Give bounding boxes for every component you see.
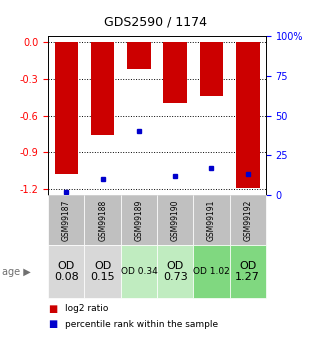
Text: OD 0.34: OD 0.34 — [121, 267, 157, 276]
Text: OD
0.08: OD 0.08 — [54, 261, 79, 283]
Text: OD
1.27: OD 1.27 — [235, 261, 260, 283]
Bar — [236, 42, 260, 188]
Bar — [54, 42, 78, 174]
Text: OD 1.02: OD 1.02 — [193, 267, 230, 276]
Text: OD
0.15: OD 0.15 — [90, 261, 115, 283]
Bar — [200, 42, 223, 96]
Text: percentile rank within the sample: percentile rank within the sample — [65, 320, 218, 329]
Text: ■: ■ — [48, 319, 58, 329]
Text: GSM99188: GSM99188 — [98, 199, 107, 240]
Text: OD
0.73: OD 0.73 — [163, 261, 188, 283]
Bar — [163, 42, 187, 104]
Bar — [127, 42, 151, 69]
Text: GDS2590 / 1174: GDS2590 / 1174 — [104, 16, 207, 29]
Text: GSM99189: GSM99189 — [134, 199, 143, 240]
Text: log2 ratio: log2 ratio — [65, 304, 109, 313]
Text: age ▶: age ▶ — [2, 267, 30, 277]
Text: GSM99190: GSM99190 — [171, 199, 180, 241]
Text: GSM99192: GSM99192 — [243, 199, 252, 240]
Bar — [91, 42, 114, 135]
Text: ■: ■ — [48, 304, 58, 314]
Text: GSM99187: GSM99187 — [62, 199, 71, 240]
Text: GSM99191: GSM99191 — [207, 199, 216, 240]
